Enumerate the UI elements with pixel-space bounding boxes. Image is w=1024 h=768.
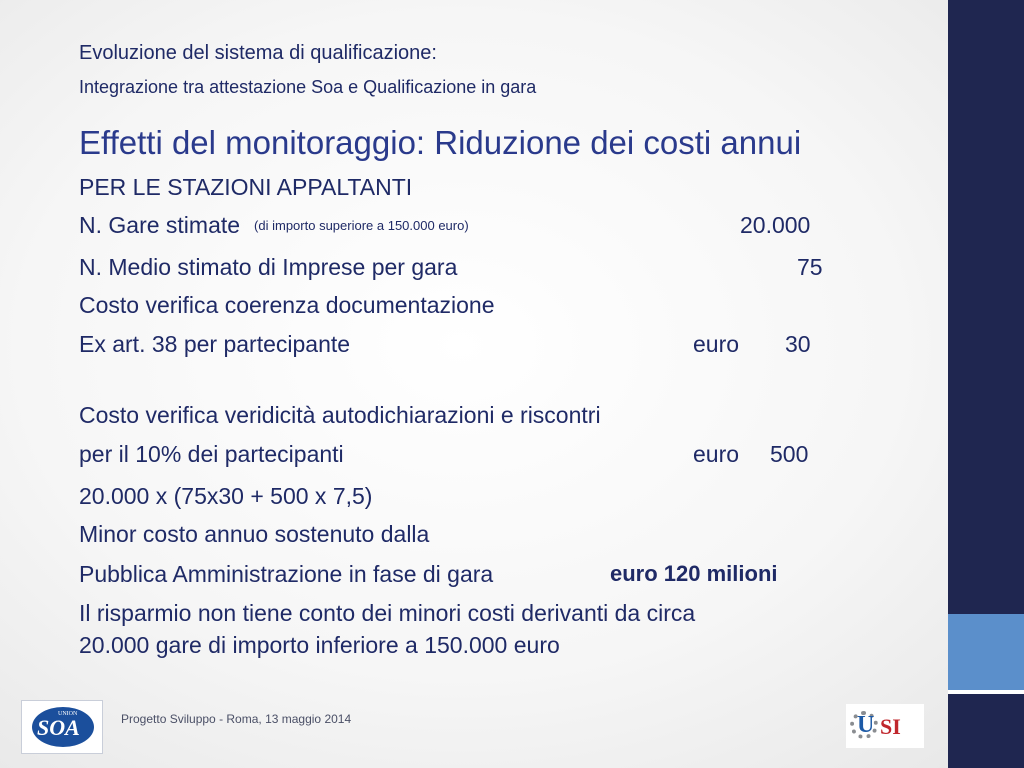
- art38-currency: euro: [693, 331, 740, 357]
- footer-text: Progetto Sviluppo - Roma, 13 maggio 2014: [121, 712, 352, 726]
- art38-label: Ex art. 38 per partecipante: [79, 331, 351, 357]
- sidebar-divider: [948, 690, 1024, 694]
- section-heading: PER LE STAZIONI APPALTANTI: [79, 174, 413, 200]
- art38-value: 30: [785, 331, 811, 357]
- coerenza-label: Costo verifica coerenza documentazione: [79, 292, 495, 318]
- note-line-1: Il risparmio non tiene conto dei minori …: [79, 600, 696, 626]
- pa-value: euro 120 milioni: [610, 561, 778, 586]
- gare-value: 20.000: [740, 212, 811, 238]
- perc-label: per il 10% dei partecipanti: [79, 441, 344, 467]
- pa-label: Pubblica Amministrazione in fase di gara: [79, 561, 494, 587]
- logo-u-text: U: [857, 712, 875, 738]
- gare-note: (di importo superiore a 150.000 euro): [254, 218, 469, 233]
- logo-si-text: SI: [880, 714, 901, 739]
- perc-currency: euro: [693, 441, 740, 467]
- union-soa-logo: UNION SOA: [21, 700, 103, 754]
- note-line-2: 20.000 gare di importo inferiore a 150.0…: [79, 632, 560, 658]
- perc-value: 500: [770, 441, 809, 467]
- sidebar-light-block: [948, 614, 1024, 690]
- logo-soa-text: SOA: [37, 715, 80, 740]
- gear-icon: [850, 711, 878, 739]
- gare-label: N. Gare stimate: [79, 212, 241, 238]
- formula: 20.000 x (75x30 + 500 x 7,5): [79, 483, 373, 509]
- veridicita-label: Costo verifica veridicità autodichiarazi…: [79, 402, 601, 428]
- header-subtitle: Integrazione tra attestazione Soa e Qual…: [79, 77, 537, 97]
- imprese-label: N. Medio stimato di Imprese per gara: [79, 254, 458, 280]
- imprese-value: 75: [797, 254, 823, 280]
- usi-logo: U SI: [846, 704, 924, 748]
- logo-union-text: UNION: [58, 711, 78, 717]
- soa-badge-icon: [32, 707, 94, 747]
- gare-row: N. Gare stimate (di importo superiore a 1…: [79, 212, 469, 239]
- slide-title: Effetti del monitoraggio: Riduzione dei …: [79, 124, 802, 161]
- header-title: Evoluzione del sistema di qualificazione…: [79, 42, 437, 64]
- minor-label: Minor costo annuo sostenuto dalla: [79, 521, 430, 547]
